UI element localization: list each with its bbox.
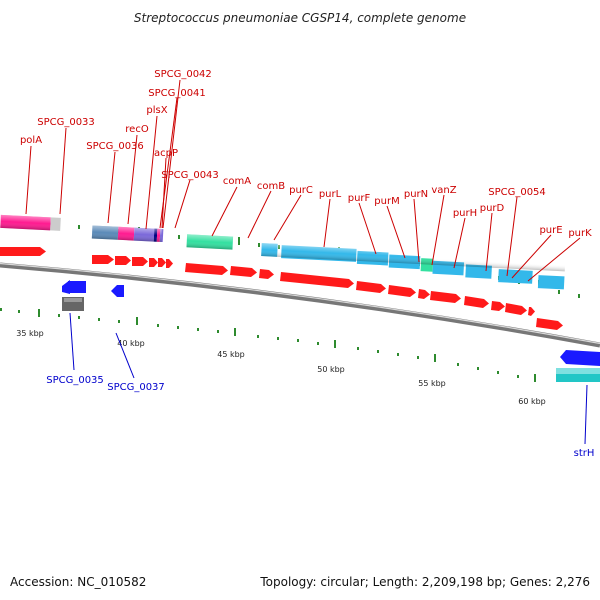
gene-label-plsX: plsX <box>146 105 167 116</box>
gene-label-purE: purE <box>539 225 562 236</box>
gene-label-polA: polA <box>20 135 42 146</box>
gene-label-purC: purC <box>289 185 313 196</box>
ruler-label-50kbp: 50 kbp <box>317 365 345 374</box>
ruler-label-40kbp: 40 kbp <box>117 339 145 348</box>
gene-label-SPCG_0033: SPCG_0033 <box>37 117 95 128</box>
lower-tick-row <box>0 308 536 382</box>
gene-label-vanZ: vanZ <box>431 185 456 196</box>
bottom-gene-labels: SPCG_0035 SPCG_0037 strH <box>46 375 594 459</box>
gene-label-SPCG_0036: SPCG_0036 <box>86 141 144 152</box>
gene-label-SPCG_0054: SPCG_0054 <box>488 187 546 198</box>
ruler-label-55kbp: 55 kbp <box>418 379 446 388</box>
genome-backbone-highlight <box>0 262 600 345</box>
ruler-label-60kbp: 60 kbp <box>518 397 546 406</box>
gene-label-purK: purK <box>568 228 592 239</box>
gene-label-purD: purD <box>480 203 505 214</box>
gene-label-purH: purH <box>453 208 477 219</box>
forward-cds-row <box>0 247 563 330</box>
gene-label-SPCG_0037: SPCG_0037 <box>107 382 165 393</box>
gene-label-SPCG_0043: SPCG_0043 <box>161 170 219 181</box>
gene-label-recO: recO <box>125 124 149 135</box>
gene-label-purN: purN <box>404 189 428 200</box>
gene-label-comB: comB <box>257 181 285 192</box>
ruler-label-35kbp: 35 kbp <box>16 329 44 338</box>
gene-label-purM: purM <box>374 196 399 207</box>
topology-text: Topology: circular; Length: 2,209,198 bp… <box>259 575 590 589</box>
gene-label-SPCG_0042: SPCG_0042 <box>154 69 212 80</box>
gene-label-SPCG_0035: SPCG_0035 <box>46 375 104 386</box>
upper-feature-row <box>0 214 566 290</box>
ruler-labels: 35 kbp 40 kbp 45 kbp 50 kbp 55 kbp 60 kb… <box>16 329 546 406</box>
gene-label-SPCG_0041: SPCG_0041 <box>148 88 206 99</box>
gene-label-strH: strH <box>574 448 595 459</box>
gene-label-purF: purF <box>348 193 371 204</box>
top-gene-labels: polA SPCG_0033 SPCG_0036 recO plsX SPCG_… <box>20 69 592 239</box>
gene-label-comA: comA <box>223 176 251 187</box>
top-label-leaders <box>25 79 581 282</box>
map-title: Streptococcus pneumoniae CGSP14, complet… <box>134 11 466 25</box>
accession-text: Accession: NC_010582 <box>10 575 146 589</box>
reverse-cds-row <box>62 280 600 382</box>
gene-label-acpP: acpP <box>154 148 178 159</box>
genome-backbone <box>0 262 600 348</box>
gene-label-purL: purL <box>319 189 342 200</box>
ruler-label-45kbp: 45 kbp <box>217 350 245 359</box>
bottom-label-leaders <box>69 312 588 445</box>
